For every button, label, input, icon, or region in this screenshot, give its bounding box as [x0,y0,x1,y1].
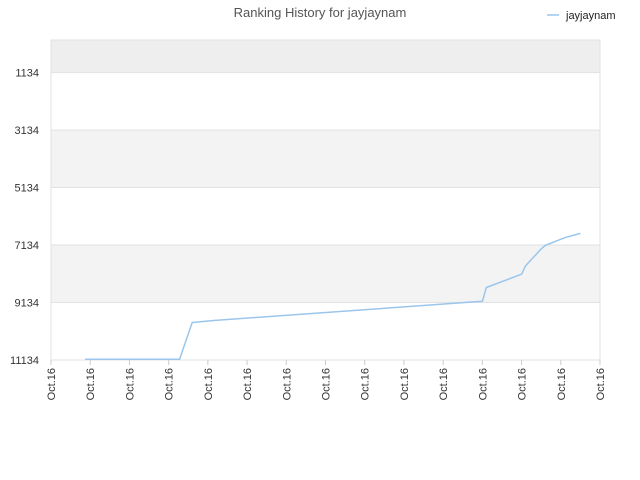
y-tick-label: 7134 [15,240,39,252]
chart-title: Ranking History for jayjaynam [234,5,407,20]
x-tick-label: Oct.16 [164,368,176,400]
series-layer [85,232,581,361]
x-axis-ticks: Oct.16 Oct.16 Oct.16 Oct.16 Oct.16 Oct.16 Oct.… [46,360,607,400]
legend-label: jayjaynam [565,10,616,22]
x-tick-label: Oct.16 [46,368,58,400]
x-tick-label: Oct.16 [438,368,450,400]
x-tick-label: Oct.16 [242,368,254,400]
x-tick-label: Oct.16 [203,368,215,400]
x-tick-label: Oct.16 [399,368,411,400]
x-tick-label: Oct.16 [556,368,568,400]
plot-band [51,302,600,360]
plot-band [51,245,600,303]
x-tick-label: Oct.16 [124,368,136,400]
y-tick-label: 1134 [15,68,39,80]
plot-bands [51,40,600,360]
y-axis-ticks: 1134 3134 5134 7134 9134 11134 [10,68,39,367]
y-tick-label: 9134 [15,298,39,310]
y-tick-label: 3134 [15,125,39,137]
x-tick-label: Oct.16 [595,368,607,400]
x-tick-label: Oct.16 [321,368,333,400]
legend: jayjaynam [547,10,616,22]
plot-band [51,130,600,188]
plot-band [51,72,600,131]
x-tick-label: Oct.16 [477,368,489,400]
x-tick-label: Oct.16 [517,368,529,400]
series-line-jayjaynam [85,232,581,361]
plot-band [51,187,600,246]
x-tick-label: Oct.16 [85,368,97,400]
x-tick-label: Oct.16 [360,368,372,400]
y-tick-label: 11134 [10,355,39,367]
x-tick-label: Oct.16 [281,368,293,400]
plot-band [51,40,600,73]
y-tick-label: 5134 [15,183,39,195]
